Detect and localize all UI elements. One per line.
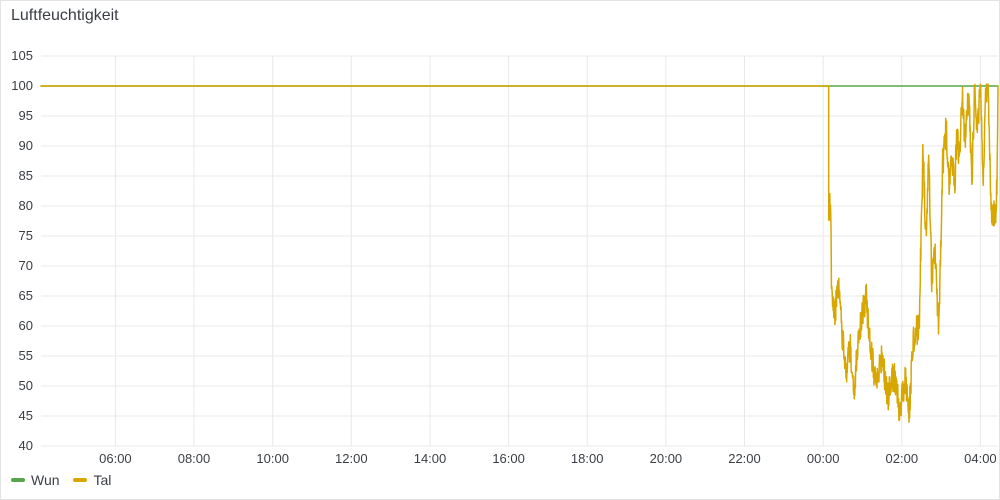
svg-text:65: 65 <box>19 288 33 303</box>
svg-text:90: 90 <box>19 138 33 153</box>
svg-text:18:00: 18:00 <box>571 451 604 466</box>
svg-text:80: 80 <box>19 198 33 213</box>
svg-text:60: 60 <box>19 318 33 333</box>
svg-text:10:00: 10:00 <box>256 451 289 466</box>
svg-text:20:00: 20:00 <box>650 451 683 466</box>
svg-text:08:00: 08:00 <box>178 451 211 466</box>
svg-text:70: 70 <box>19 258 33 273</box>
svg-text:100: 100 <box>11 78 33 93</box>
svg-text:16:00: 16:00 <box>492 451 525 466</box>
svg-text:85: 85 <box>19 168 33 183</box>
svg-text:14:00: 14:00 <box>414 451 447 466</box>
svg-text:04:00: 04:00 <box>964 451 997 466</box>
svg-text:12:00: 12:00 <box>335 451 368 466</box>
svg-text:06:00: 06:00 <box>99 451 132 466</box>
svg-text:95: 95 <box>19 108 33 123</box>
svg-text:55: 55 <box>19 348 33 363</box>
svg-text:50: 50 <box>19 378 33 393</box>
svg-text:22:00: 22:00 <box>728 451 761 466</box>
svg-text:00:00: 00:00 <box>807 451 840 466</box>
svg-text:40: 40 <box>19 438 33 453</box>
svg-text:02:00: 02:00 <box>886 451 919 466</box>
svg-text:105: 105 <box>11 48 33 63</box>
svg-text:45: 45 <box>19 408 33 423</box>
svg-text:75: 75 <box>19 228 33 243</box>
